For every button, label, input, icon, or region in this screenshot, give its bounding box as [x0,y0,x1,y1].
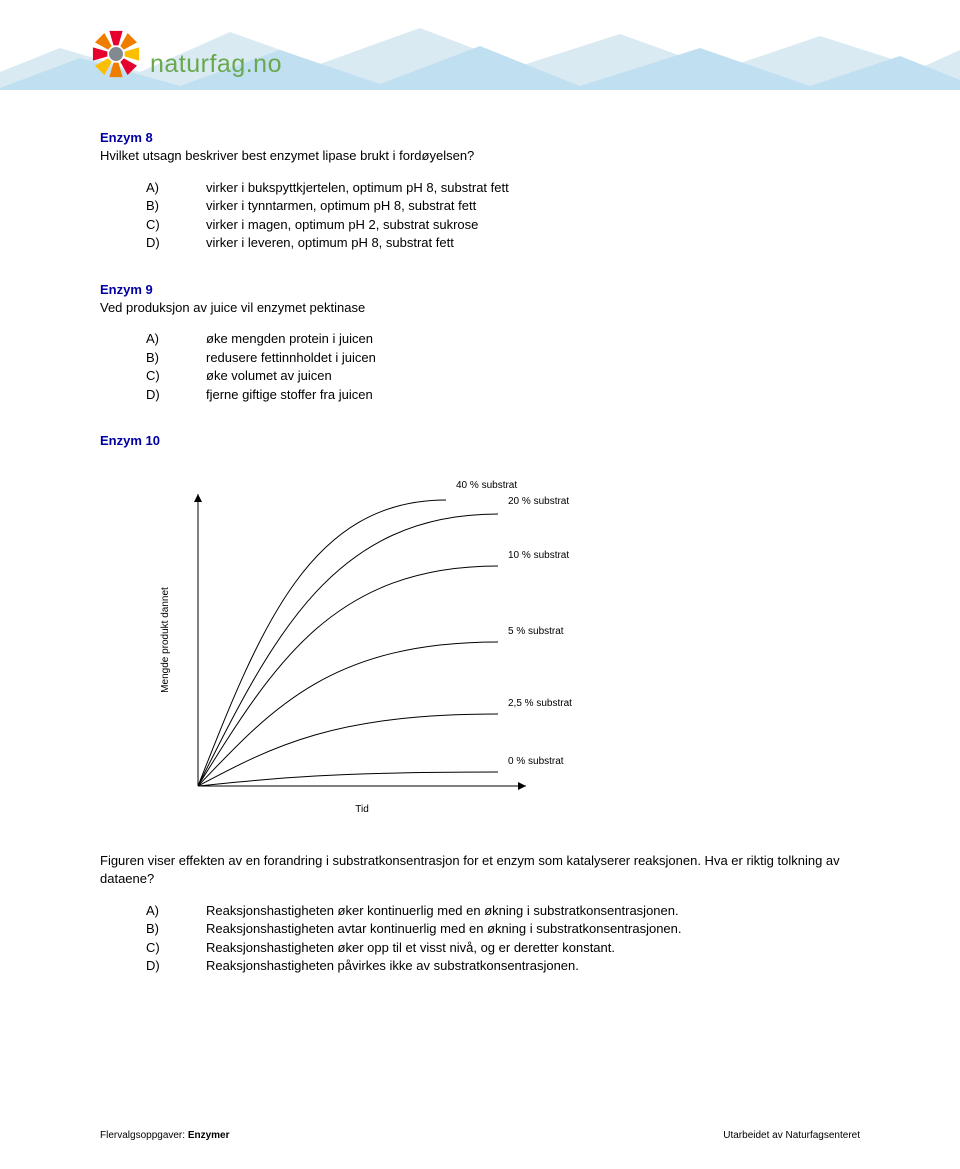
option-letter: A) [146,179,206,197]
question-8-options: A)virker i bukspyttkjertelen, optimum pH… [146,179,860,252]
option: A)øke mengden protein i juicen [146,330,860,348]
page-footer: Flervalgsoppgaver: Enzymer Utarbeidet av… [100,1130,860,1141]
footer-left-prefix: Flervalgsoppgaver: [100,1130,188,1141]
option-text: Reaksjonshastigheten påvirkes ikke av su… [206,957,860,975]
question-10: Enzym 10 Tid Mengde produkt dannet 40 % su… [100,433,860,974]
svg-text:2,5 % substrat: 2,5 % substrat [508,698,572,709]
option: B)Reaksjonshastigheten avtar kontinuerli… [146,920,860,938]
line-chart: Tid Mengde produkt dannet 40 % substrat 20 … [146,466,706,826]
logo-sun-icon [90,28,142,80]
question-8: Enzym 8 Hvilket utsagn beskriver best en… [100,130,860,252]
svg-text:Tid: Tid [355,804,369,815]
option-letter: C) [146,216,206,234]
option-letter: A) [146,330,206,348]
option-letter: A) [146,902,206,920]
option-letter: C) [146,367,206,385]
svg-text:5 % substrat: 5 % substrat [508,626,564,637]
option-text: virker i magen, optimum pH 2, substrat s… [206,216,860,234]
option-letter: B) [146,197,206,215]
option: B)virker i tynntarmen, optimum pH 8, sub… [146,197,860,215]
question-8-title: Enzym 8 [100,130,860,145]
option-text: virker i tynntarmen, optimum pH 8, subst… [206,197,860,215]
option-letter: D) [146,957,206,975]
option-letter: B) [146,349,206,367]
option-text: øke volumet av juicen [206,367,860,385]
question-10-stem: Figuren viser effekten av en forandring … [100,852,860,887]
svg-text:40 % substrat: 40 % substrat [456,480,517,491]
svg-text:0 % substrat: 0 % substrat [508,756,564,767]
footer-right: Utarbeidet av Naturfagsenteret [723,1130,860,1141]
footer-left-bold: Enzymer [188,1130,230,1141]
question-9-options: A)øke mengden protein i juicen B)reduser… [146,330,860,403]
svg-text:Mengde produkt dannet: Mengde produkt dannet [160,587,171,693]
option-text: fjerne giftige stoffer fra juicen [206,386,860,404]
svg-text:10 % substrat: 10 % substrat [508,550,569,561]
svg-text:20 % substrat: 20 % substrat [508,496,569,507]
option-text: redusere fettinnholdet i juicen [206,349,860,367]
option: B)redusere fettinnholdet i juicen [146,349,860,367]
option: D)Reaksjonshastigheten påvirkes ikke av … [146,957,860,975]
page-content: Enzym 8 Hvilket utsagn beskriver best en… [0,0,960,975]
question-9: Enzym 9 Ved produksjon av juice vil enzy… [100,282,860,404]
question-9-title: Enzym 9 [100,282,860,297]
option-text: Reaksjonshastigheten avtar kontinuerlig … [206,920,860,938]
option: D)virker i leveren, optimum pH 8, substr… [146,234,860,252]
option: D)fjerne giftige stoffer fra juicen [146,386,860,404]
site-logo: naturfag.no [90,28,282,80]
option-letter: D) [146,386,206,404]
option-text: virker i bukspyttkjertelen, optimum pH 8… [206,179,860,197]
option-text: virker i leveren, optimum pH 8, substrat… [206,234,860,252]
option-letter: B) [146,920,206,938]
option-text: Reaksjonshastigheten øker kontinuerlig m… [206,902,860,920]
question-10-title: Enzym 10 [100,433,860,448]
option-letter: C) [146,939,206,957]
logo-text: naturfag.no [150,50,282,79]
option: A)virker i bukspyttkjertelen, optimum pH… [146,179,860,197]
option-text: øke mengden protein i juicen [206,330,860,348]
option: C)Reaksjonshastigheten øker opp til et v… [146,939,860,957]
option: C)øke volumet av juicen [146,367,860,385]
question-9-stem: Ved produksjon av juice vil enzymet pekt… [100,299,860,317]
question-8-stem: Hvilket utsagn beskriver best enzymet li… [100,147,860,165]
question-10-options: A)Reaksjonshastigheten øker kontinuerlig… [146,902,860,975]
option-text: Reaksjonshastigheten øker opp til et vis… [206,939,860,957]
question-10-chart: Tid Mengde produkt dannet 40 % substrat 20 … [146,466,860,826]
option: A)Reaksjonshastigheten øker kontinuerlig… [146,902,860,920]
footer-left: Flervalgsoppgaver: Enzymer [100,1130,230,1141]
option-letter: D) [146,234,206,252]
option: C)virker i magen, optimum pH 2, substrat… [146,216,860,234]
